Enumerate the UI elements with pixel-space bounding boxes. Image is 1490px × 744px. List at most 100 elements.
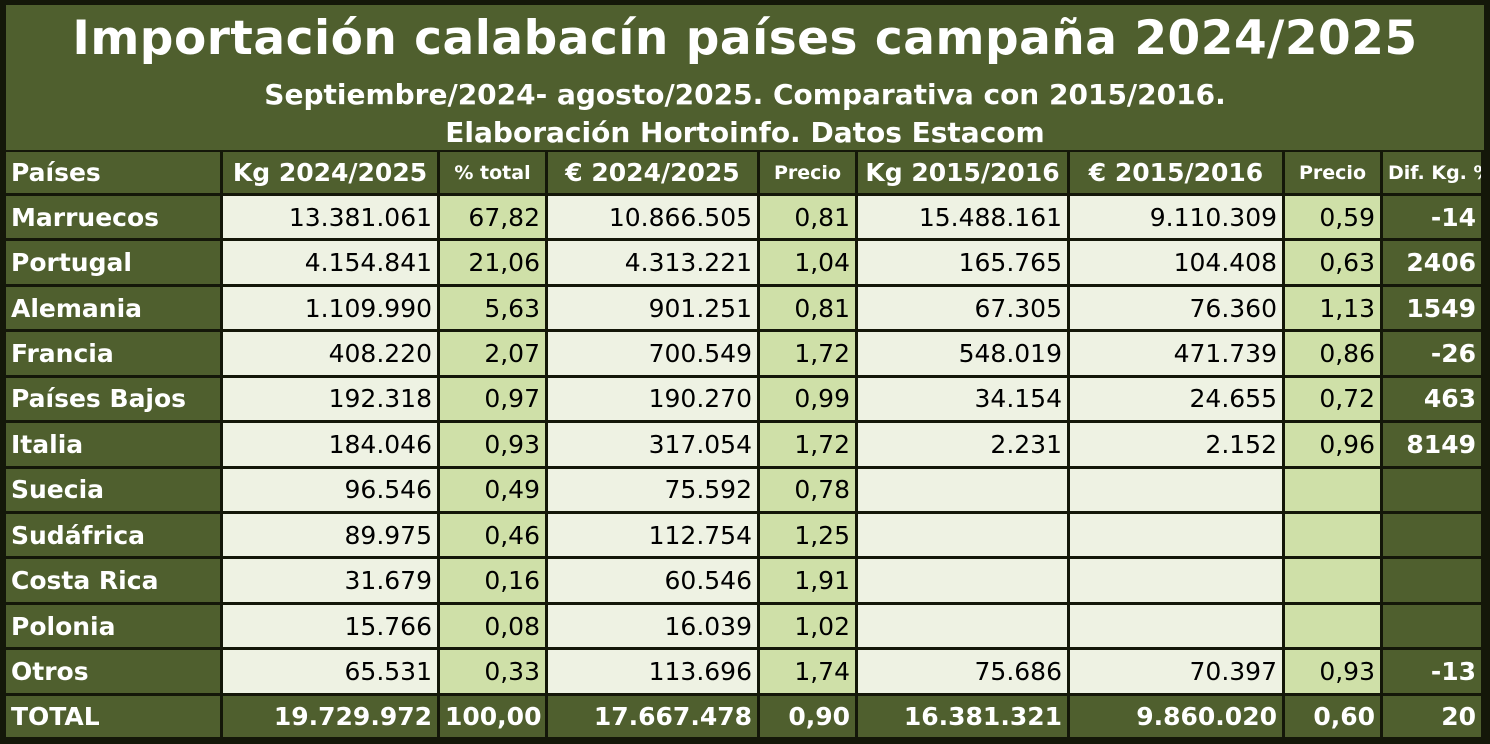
cell-precio-2015 (1285, 513, 1383, 560)
cell-kg-2015: 34.154 (858, 377, 1070, 424)
subtitle-period: Septiembre/2024- agosto/2025. Comparativ… (264, 78, 1226, 111)
cell-eur-2015 (1070, 513, 1285, 560)
cell-dif-kg (1383, 604, 1484, 651)
cell-kg-2015: 75.686 (858, 650, 1070, 696)
cell-precio-2015 (1285, 559, 1383, 605)
cell-kg-2024: 408.220 (223, 332, 440, 378)
cell-eur-2015: 471.739 (1070, 332, 1285, 378)
total-cell-precio-2015: 0,60 (1285, 695, 1383, 740)
cell-eur-2024: 901.251 (548, 286, 760, 333)
cell-dif-kg: -26 (1383, 332, 1484, 378)
cell-country: Italia (6, 423, 223, 469)
cell-dif-kg: 1549 (1383, 286, 1484, 333)
cell-country: Suecia (6, 468, 223, 514)
col-header-kg-2024: Kg 2024/2025 (223, 152, 440, 196)
cell-kg-2024: 192.318 (223, 377, 440, 424)
cell-kg-2015: 548.019 (858, 332, 1070, 378)
cell-dif-kg: -14 (1383, 196, 1484, 242)
total-cell-eur-2024: 17.667.478 (548, 695, 760, 740)
cell-kg-2024: 15.766 (223, 604, 440, 651)
cell-eur-2024: 60.546 (548, 559, 760, 605)
cell-kg-2024: 13.381.061 (223, 196, 440, 242)
cell-dif-kg (1383, 559, 1484, 605)
page-title: Importación calabacín países campaña 202… (72, 11, 1418, 66)
table-body: Marruecos 13.381.061 67,82 10.866.505 0,81 15… (6, 196, 1484, 740)
table-row: Países Bajos 192.318 0,97 190.270 0,99 34.154… (6, 377, 1484, 424)
table-row: Italia 184.046 0,93 317.054 1,72 2.231 2.152 0,… (6, 423, 1484, 469)
total-cell-country: TOTAL (6, 695, 223, 740)
cell-country: Costa Rica (6, 559, 223, 605)
cell-kg-2024: 96.546 (223, 468, 440, 514)
cell-kg-2015 (858, 468, 1070, 514)
cell-dif-kg: 2406 (1383, 241, 1484, 287)
cell-eur-2024: 4.313.221 (548, 241, 760, 287)
cell-precio-2015: 0,63 (1285, 241, 1383, 287)
col-header-kg-2015: Kg 2015/2016 (858, 152, 1070, 196)
total-cell-precio-2024: 0,90 (760, 695, 858, 740)
cell-pct-total: 0,97 (440, 377, 548, 424)
table-header: Importación calabacín países campaña 202… (6, 5, 1484, 150)
import-table: Países Kg 2024/2025 % total € 2024/2025 … (6, 152, 1484, 740)
cell-kg-2024: 184.046 (223, 423, 440, 469)
cell-pct-total: 0,93 (440, 423, 548, 469)
cell-dif-kg: 463 (1383, 377, 1484, 424)
table-row: Portugal 4.154.841 21,06 4.313.221 1,04 165.7… (6, 241, 1484, 287)
cell-kg-2015: 2.231 (858, 423, 1070, 469)
total-cell-kg-2024: 19.729.972 (223, 695, 440, 740)
cell-country: Otros (6, 650, 223, 696)
col-header-eur-2015: € 2015/2016 (1070, 152, 1285, 196)
table-row: Marruecos 13.381.061 67,82 10.866.505 0,81 15… (6, 196, 1484, 242)
cell-eur-2015 (1070, 559, 1285, 605)
col-header-precio-2024: Precio (760, 152, 858, 196)
cell-eur-2024: 112.754 (548, 513, 760, 560)
cell-eur-2015 (1070, 604, 1285, 651)
cell-precio-2024: 1,91 (760, 559, 858, 605)
cell-precio-2015: 0,59 (1285, 196, 1383, 242)
cell-eur-2024: 190.270 (548, 377, 760, 424)
total-row: TOTAL 19.729.972 100,00 17.667.478 0,90 16.38… (6, 695, 1484, 740)
cell-dif-kg: -13 (1383, 650, 1484, 696)
cell-precio-2024: 0,81 (760, 196, 858, 242)
cell-precio-2015: 0,96 (1285, 423, 1383, 469)
cell-precio-2024: 0,99 (760, 377, 858, 424)
cell-country: Francia (6, 332, 223, 378)
table-row: Otros 65.531 0,33 113.696 1,74 75.686 70.397 0,… (6, 650, 1484, 696)
cell-precio-2024: 1,02 (760, 604, 858, 651)
cell-kg-2024: 4.154.841 (223, 241, 440, 287)
cell-country: Sudáfrica (6, 513, 223, 560)
cell-kg-2015: 165.765 (858, 241, 1070, 287)
cell-eur-2015: 2.152 (1070, 423, 1285, 469)
cell-pct-total: 21,06 (440, 241, 548, 287)
cell-kg-2024: 31.679 (223, 559, 440, 605)
cell-eur-2015: 76.360 (1070, 286, 1285, 333)
cell-dif-kg (1383, 468, 1484, 514)
cell-precio-2015: 0,93 (1285, 650, 1383, 696)
cell-precio-2024: 1,04 (760, 241, 858, 287)
cell-pct-total: 0,16 (440, 559, 548, 605)
table-row: Costa Rica 31.679 0,16 60.546 1,91 (6, 559, 1484, 605)
cell-country: Portugal (6, 241, 223, 287)
cell-pct-total: 0,46 (440, 513, 548, 560)
total-cell-eur-2015: 9.860.020 (1070, 695, 1285, 740)
cell-kg-2015 (858, 604, 1070, 651)
col-header-paises: Países (6, 152, 223, 196)
cell-kg-2015 (858, 559, 1070, 605)
cell-eur-2024: 16.039 (548, 604, 760, 651)
cell-precio-2024: 0,78 (760, 468, 858, 514)
table-row: Polonia 15.766 0,08 16.039 1,02 (6, 604, 1484, 651)
cell-pct-total: 2,07 (440, 332, 548, 378)
cell-precio-2015 (1285, 468, 1383, 514)
cell-eur-2024: 75.592 (548, 468, 760, 514)
col-header-precio-2015: Precio (1285, 152, 1383, 196)
cell-eur-2024: 317.054 (548, 423, 760, 469)
total-cell-kg-2015: 16.381.321 (858, 695, 1070, 740)
cell-eur-2024: 113.696 (548, 650, 760, 696)
total-cell-dif-kg: 20 (1383, 695, 1484, 740)
cell-precio-2015: 0,86 (1285, 332, 1383, 378)
cell-kg-2015: 15.488.161 (858, 196, 1070, 242)
cell-eur-2015: 104.408 (1070, 241, 1285, 287)
cell-eur-2024: 700.549 (548, 332, 760, 378)
col-header-eur-2024: € 2024/2025 (548, 152, 760, 196)
cell-country: Marruecos (6, 196, 223, 242)
header-row: Países Kg 2024/2025 % total € 2024/2025 … (6, 152, 1484, 196)
